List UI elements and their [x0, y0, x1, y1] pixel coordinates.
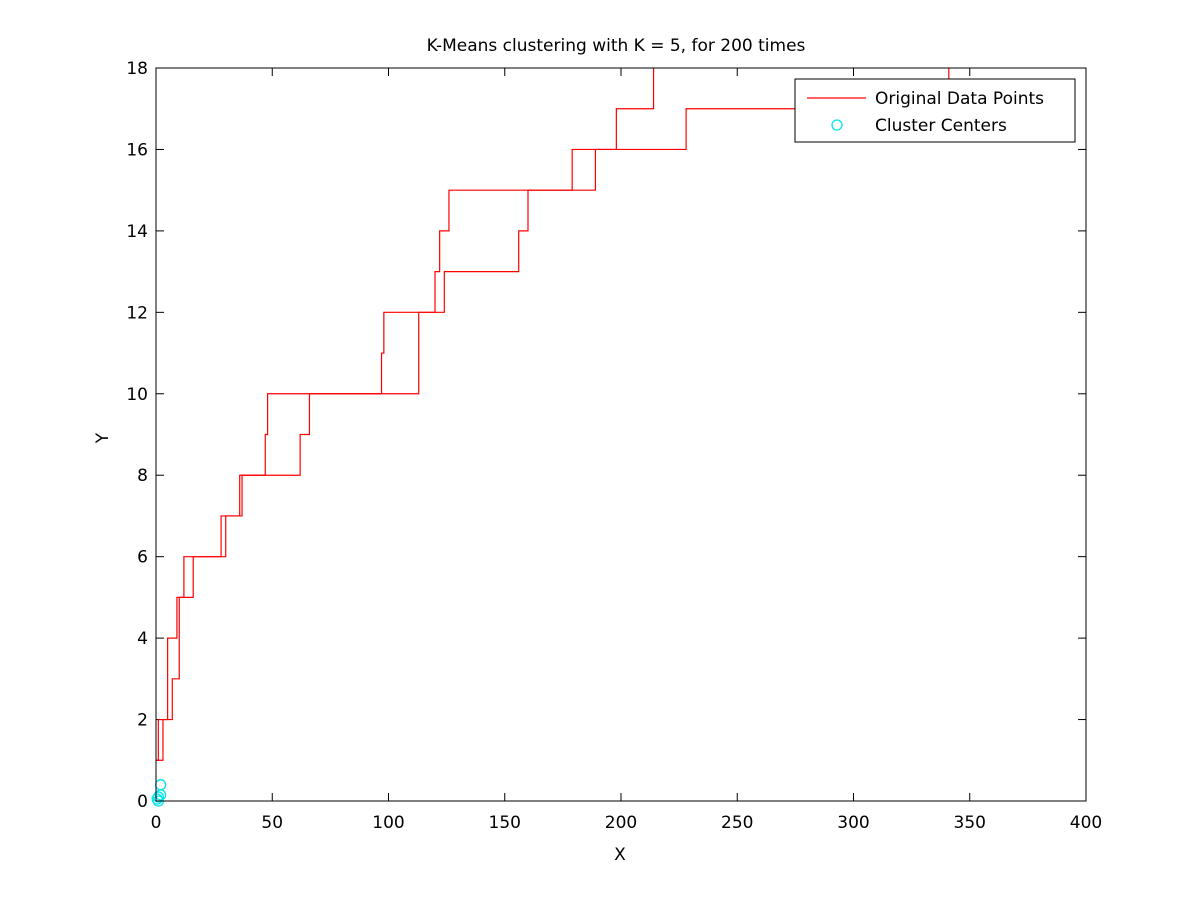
x-axis: 0 50 100 150 200 250 300 350 400	[151, 68, 1102, 833]
x-tick-label: 50	[261, 813, 283, 833]
x-tick-label: 250	[721, 813, 753, 833]
x-axis-label: X	[614, 845, 626, 865]
y-tick-label: 2	[137, 711, 148, 731]
x-tick-label: 300	[837, 813, 869, 833]
legend-box	[794, 78, 1076, 143]
series-line-0	[156, 68, 655, 761]
x-tick-label: 150	[489, 813, 521, 833]
legend-label-0: Original Data Points	[875, 89, 1044, 109]
y-axis-label: Y	[93, 432, 113, 444]
x-tick-label: 0	[151, 813, 162, 833]
y-tick-label: 10	[126, 385, 148, 405]
x-tick-label: 200	[605, 813, 637, 833]
y-tick-label: 4	[137, 629, 148, 649]
cluster-center-point	[152, 791, 164, 803]
cluster-center-point	[151, 793, 163, 805]
y-tick-label: 12	[126, 303, 148, 323]
x-tick-label: 100	[372, 813, 404, 833]
y-tick-label: 0	[137, 792, 148, 812]
legend-circle-swatch	[831, 119, 843, 131]
series-layer	[151, 68, 950, 807]
y-tick-label: 6	[137, 548, 148, 568]
legend-label-1: Cluster Centers	[875, 116, 1007, 136]
plot-frame	[155, 67, 1087, 802]
legend: Original Data Points Cluster Centers	[794, 78, 1076, 143]
series-line-1	[156, 68, 950, 761]
y-tick-label: 18	[126, 59, 148, 79]
y-tick-label: 8	[137, 466, 148, 486]
y-tick-label: 16	[126, 140, 148, 160]
x-tick-label: 350	[954, 813, 986, 833]
cluster-center-point	[154, 779, 167, 791]
chart-title: K-Means clustering with K = 5, for 200 t…	[427, 36, 806, 56]
y-tick-label: 14	[126, 222, 148, 242]
y-axis: 0 2 4 6 8 10 12 14 16 18	[126, 59, 1086, 812]
x-tick-label: 400	[1070, 813, 1102, 833]
